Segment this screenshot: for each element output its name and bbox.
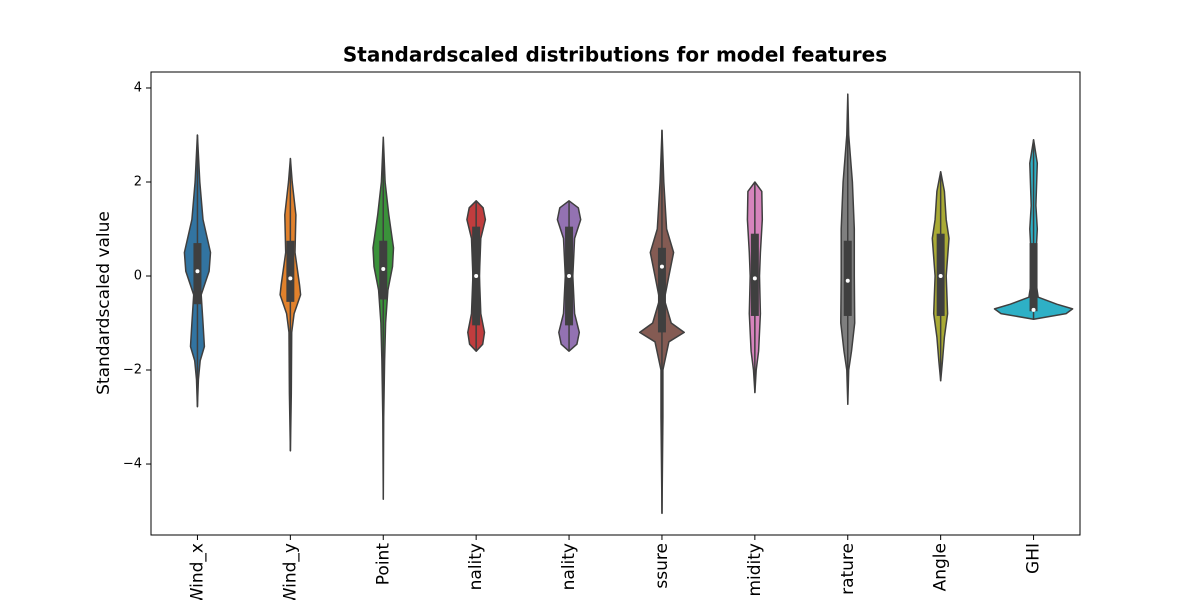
median-dot (195, 269, 200, 274)
x-tick-label: rature (838, 543, 858, 595)
x-tick-label: Angle (931, 543, 951, 591)
chart-title: Standardscaled distributions for model f… (343, 43, 887, 67)
median-dot (474, 274, 479, 279)
x-tick-label: Point (373, 543, 393, 586)
x-tick-label: midity (745, 543, 765, 597)
y-tick-label: 4 (134, 80, 142, 95)
iqr-box (657, 247, 666, 333)
median-dot (381, 266, 386, 271)
x-tick-label: ssure (652, 543, 672, 589)
iqr-box (843, 240, 852, 316)
x-tick-label: GHI (1024, 543, 1044, 574)
plot-frame (150, 71, 1081, 536)
iqr-box (1029, 243, 1038, 312)
iqr-box (193, 243, 202, 305)
iqr-box (286, 240, 295, 302)
y-tick-label: 2 (134, 174, 142, 189)
y-tick-label: −4 (123, 457, 142, 472)
median-dot (288, 276, 293, 281)
median-dot (752, 276, 757, 281)
median-dot (845, 278, 850, 283)
y-axis-label: Standardscaled value (94, 211, 114, 395)
y-tick-label: −2 (123, 363, 142, 378)
median-dot (1031, 307, 1036, 312)
median-dot (659, 264, 664, 269)
iqr-box (750, 233, 759, 316)
x-tick-label: Wind_y (280, 543, 300, 600)
x-tick-label: nality (559, 543, 579, 590)
y-tick-label: 0 (134, 269, 142, 284)
median-dot (567, 274, 572, 279)
x-tick-label: nality (466, 543, 486, 590)
x-tick-label: Wind_x (187, 543, 207, 600)
median-dot (938, 274, 943, 279)
